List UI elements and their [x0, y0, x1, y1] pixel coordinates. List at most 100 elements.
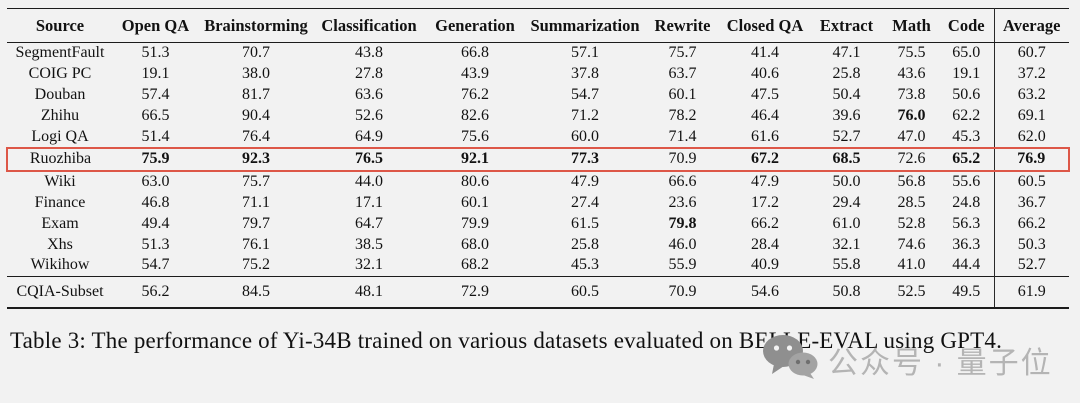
- score-cell: 61.0: [832, 214, 861, 232]
- score-cell: 79.9: [461, 214, 489, 232]
- score-cell: 54.7: [571, 85, 599, 103]
- score-cell: 29.4: [832, 193, 861, 211]
- score-cell: 46.8: [141, 193, 170, 211]
- score-cell: 51.3: [141, 235, 170, 253]
- table-row: SegmentFault 51.3 70.7 43.8 66.8 57.1 75.7 41.4…: [7, 42, 1069, 64]
- score-cell: 50.3: [993, 234, 1069, 255]
- score-cell: 55.8: [832, 256, 861, 274]
- score-cell: 61.9: [993, 275, 1069, 308]
- row-source-label: Finance: [34, 193, 86, 211]
- score-cell: 79.8: [668, 214, 697, 232]
- score-cell: 90.4: [242, 106, 270, 124]
- score-cell: 63.7: [668, 65, 697, 83]
- score-cell: 79.7: [242, 214, 270, 232]
- score-cell: 46.4: [751, 106, 779, 124]
- column-header-closed-qa: Closed QA: [721, 8, 809, 43]
- row-source-label: CQIA-Subset: [7, 275, 113, 308]
- score-cell: 64.7: [355, 214, 383, 232]
- score-cell: 52.7: [993, 254, 1069, 277]
- score-cell: 92.1: [424, 146, 526, 172]
- score-cell: 47.1: [832, 44, 861, 62]
- table-row: Exam 49.4 79.7 64.7 79.9 61.5 79.8 66.2 61.0 52.8…: [7, 213, 1069, 235]
- score-cell: 25.8: [832, 65, 861, 83]
- score-cell: 24.8: [952, 193, 981, 211]
- table-row: Ruozhiba 75.9 92.3 76.5 92.1 77.3 70.9 67.2 68.5…: [6, 146, 1070, 172]
- score-cell: 32.1: [832, 235, 861, 253]
- score-cell: 75.5: [897, 44, 926, 62]
- score-cell: 76.0: [897, 106, 926, 124]
- score-cell: 70.9: [644, 275, 721, 308]
- row-source-label: Logi QA: [31, 127, 89, 145]
- score-cell: 82.6: [461, 106, 489, 124]
- row-source-label: Douban: [34, 85, 86, 103]
- table-body: SegmentFault 51.3 70.7 43.8 66.8 57.1 75.7 41.4…: [6, 42, 1070, 308]
- score-cell: 71.1: [242, 193, 270, 211]
- score-cell: 40.9: [751, 256, 779, 274]
- table-row: Logi QA 51.4 76.4 64.9 75.6 60.0 71.4 61.6 52.7 4…: [7, 126, 1069, 148]
- score-cell: 56.8: [897, 173, 926, 191]
- score-cell: 51.4: [141, 127, 170, 145]
- score-cell: 64.9: [355, 127, 383, 145]
- score-cell: 49.5: [939, 275, 994, 308]
- score-cell: 60.7: [993, 42, 1069, 64]
- score-cell: 70.9: [644, 146, 721, 172]
- score-cell: 52.6: [355, 106, 383, 124]
- score-cell: 75.2: [242, 256, 270, 274]
- column-header-rewrite: Rewrite: [644, 8, 721, 43]
- score-cell: 52.8: [897, 214, 926, 232]
- score-cell: 77.3: [526, 146, 644, 172]
- score-cell: 51.3: [141, 44, 170, 62]
- score-cell: 78.2: [668, 106, 697, 124]
- score-cell: 23.6: [668, 193, 697, 211]
- score-cell: 40.6: [751, 65, 779, 83]
- score-cell: 84.5: [198, 275, 314, 308]
- score-cell: 28.5: [897, 193, 926, 211]
- score-cell: 46.0: [668, 235, 697, 253]
- score-cell: 73.8: [897, 85, 926, 103]
- score-cell: 66.2: [993, 213, 1069, 235]
- score-cell: 47.9: [571, 173, 599, 191]
- score-cell: 63.0: [141, 173, 170, 191]
- score-cell: 63.2: [993, 84, 1069, 106]
- score-cell: 47.5: [751, 85, 779, 103]
- score-cell: 56.3: [952, 214, 981, 232]
- score-cell: 19.1: [952, 65, 981, 83]
- score-cell: 76.1: [242, 235, 270, 253]
- score-cell: 63.6: [355, 85, 383, 103]
- score-cell: 60.5: [526, 275, 644, 308]
- score-cell: 62.0: [993, 126, 1069, 148]
- score-cell: 37.8: [571, 65, 599, 83]
- row-source-label: Ruozhiba: [6, 146, 113, 172]
- table-row: Finance 46.8 71.1 17.1 60.1 27.4 23.6 17.2 29.4 2…: [7, 192, 1069, 214]
- table-row: Wiki 63.0 75.7 44.0 80.6 47.9 66.6 47.9 50.0 56.8…: [7, 170, 1069, 193]
- score-cell: 47.9: [751, 173, 779, 191]
- table-row: Wikihow 54.7 75.2 32.1 68.2 45.3 55.9 40.9 55.8 4…: [7, 254, 1069, 277]
- score-cell: 43.9: [461, 65, 489, 83]
- table-row: COIG PC 19.1 38.0 27.8 43.9 37.8 63.7 40.6 25.8 4…: [7, 63, 1069, 85]
- score-cell: 47.0: [897, 127, 926, 145]
- column-header-brainstorming: Brainstorming: [198, 8, 314, 43]
- score-cell: 44.4: [952, 256, 981, 274]
- score-cell: 52.7: [832, 127, 861, 145]
- score-cell: 39.6: [832, 106, 861, 124]
- score-cell: 50.8: [809, 275, 884, 308]
- score-cell: 28.4: [751, 235, 779, 253]
- score-cell: 37.2: [993, 63, 1069, 85]
- score-cell: 56.2: [113, 275, 198, 308]
- score-cell: 92.3: [198, 146, 314, 172]
- score-cell: 41.0: [897, 256, 926, 274]
- score-cell: 76.5: [314, 146, 424, 172]
- column-header-open-qa: Open QA: [113, 8, 198, 43]
- score-cell: 54.7: [141, 256, 170, 274]
- score-cell: 66.8: [461, 44, 489, 62]
- column-header-generation: Generation: [424, 8, 526, 43]
- row-source-label: Wikihow: [30, 256, 90, 274]
- score-cell: 19.1: [141, 65, 170, 83]
- row-source-label: COIG PC: [28, 65, 92, 83]
- score-cell: 60.0: [571, 127, 599, 145]
- score-cell: 44.0: [355, 173, 383, 191]
- score-cell: 61.6: [751, 127, 779, 145]
- score-cell: 80.6: [461, 173, 489, 191]
- score-cell: 75.9: [113, 146, 198, 172]
